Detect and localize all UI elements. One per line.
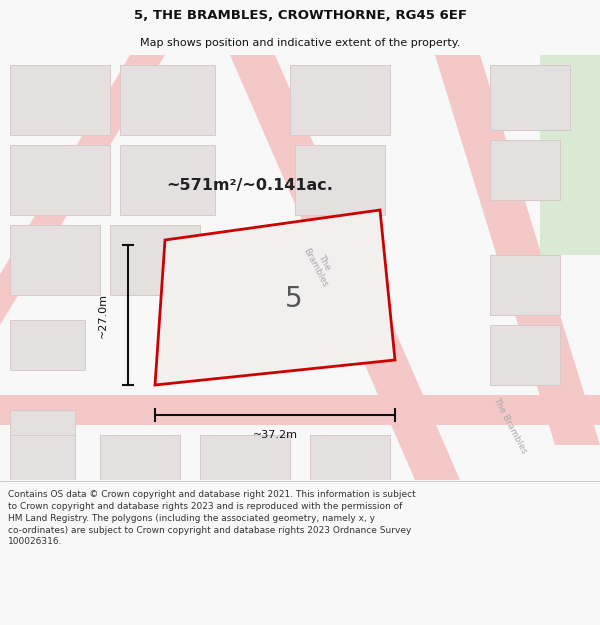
Polygon shape <box>490 65 570 130</box>
Polygon shape <box>290 65 390 135</box>
Polygon shape <box>490 255 560 315</box>
Text: Contains OS data © Crown copyright and database right 2021. This information is : Contains OS data © Crown copyright and d… <box>8 490 416 546</box>
Text: ~571m²/~0.141ac.: ~571m²/~0.141ac. <box>167 177 334 192</box>
Text: The
Brambles: The Brambles <box>301 242 338 288</box>
Polygon shape <box>10 145 110 215</box>
Text: The Brambles: The Brambles <box>491 396 529 454</box>
Polygon shape <box>100 435 180 480</box>
Text: Map shows position and indicative extent of the property.: Map shows position and indicative extent… <box>140 38 460 48</box>
Polygon shape <box>540 55 600 255</box>
Text: ~37.2m: ~37.2m <box>253 430 298 440</box>
Text: 5: 5 <box>285 285 302 312</box>
Polygon shape <box>200 435 290 480</box>
Text: ~27.0m: ~27.0m <box>98 292 108 338</box>
Polygon shape <box>10 225 100 295</box>
Polygon shape <box>0 55 165 325</box>
Polygon shape <box>10 435 75 480</box>
Polygon shape <box>120 65 215 135</box>
Polygon shape <box>230 55 460 480</box>
Polygon shape <box>10 320 85 370</box>
Polygon shape <box>435 55 600 445</box>
Polygon shape <box>10 65 110 135</box>
Polygon shape <box>490 325 560 385</box>
Polygon shape <box>295 145 385 215</box>
Polygon shape <box>10 410 75 470</box>
Polygon shape <box>155 210 395 385</box>
Polygon shape <box>0 395 600 425</box>
Polygon shape <box>310 435 390 480</box>
Polygon shape <box>110 225 200 295</box>
Polygon shape <box>120 145 215 215</box>
Text: 5, THE BRAMBLES, CROWTHORNE, RG45 6EF: 5, THE BRAMBLES, CROWTHORNE, RG45 6EF <box>133 9 467 22</box>
Polygon shape <box>490 140 560 200</box>
